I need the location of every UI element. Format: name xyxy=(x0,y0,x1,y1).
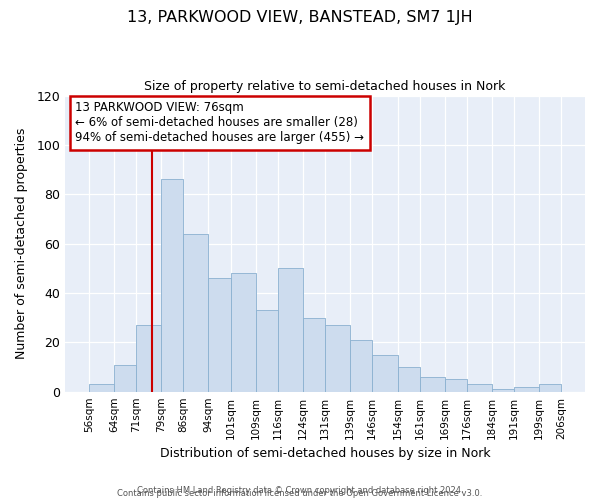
Bar xyxy=(183,234,208,392)
Bar xyxy=(467,384,492,392)
Bar xyxy=(208,278,230,392)
Text: Contains HM Land Registry data © Crown copyright and database right 2024.: Contains HM Land Registry data © Crown c… xyxy=(137,486,463,495)
Bar xyxy=(278,268,303,392)
Bar xyxy=(419,377,445,392)
X-axis label: Distribution of semi-detached houses by size in Nork: Distribution of semi-detached houses by … xyxy=(160,447,490,460)
Bar xyxy=(256,310,278,392)
Y-axis label: Number of semi-detached properties: Number of semi-detached properties xyxy=(15,128,28,360)
Bar xyxy=(514,386,539,392)
Bar xyxy=(114,364,136,392)
Bar xyxy=(325,325,350,392)
Bar xyxy=(350,340,373,392)
Text: Contains public sector information licensed under the Open Government Licence v3: Contains public sector information licen… xyxy=(118,488,482,498)
Bar xyxy=(539,384,562,392)
Bar xyxy=(230,273,256,392)
Bar xyxy=(445,380,467,392)
Bar xyxy=(161,180,183,392)
Title: Size of property relative to semi-detached houses in Nork: Size of property relative to semi-detach… xyxy=(145,80,506,93)
Bar xyxy=(398,367,419,392)
Bar xyxy=(303,318,325,392)
Bar xyxy=(136,325,161,392)
Text: 13, PARKWOOD VIEW, BANSTEAD, SM7 1JH: 13, PARKWOOD VIEW, BANSTEAD, SM7 1JH xyxy=(127,10,473,25)
Bar xyxy=(89,384,114,392)
Bar xyxy=(492,389,514,392)
Bar xyxy=(373,354,398,392)
Text: 13 PARKWOOD VIEW: 76sqm
← 6% of semi-detached houses are smaller (28)
94% of sem: 13 PARKWOOD VIEW: 76sqm ← 6% of semi-det… xyxy=(76,102,364,144)
